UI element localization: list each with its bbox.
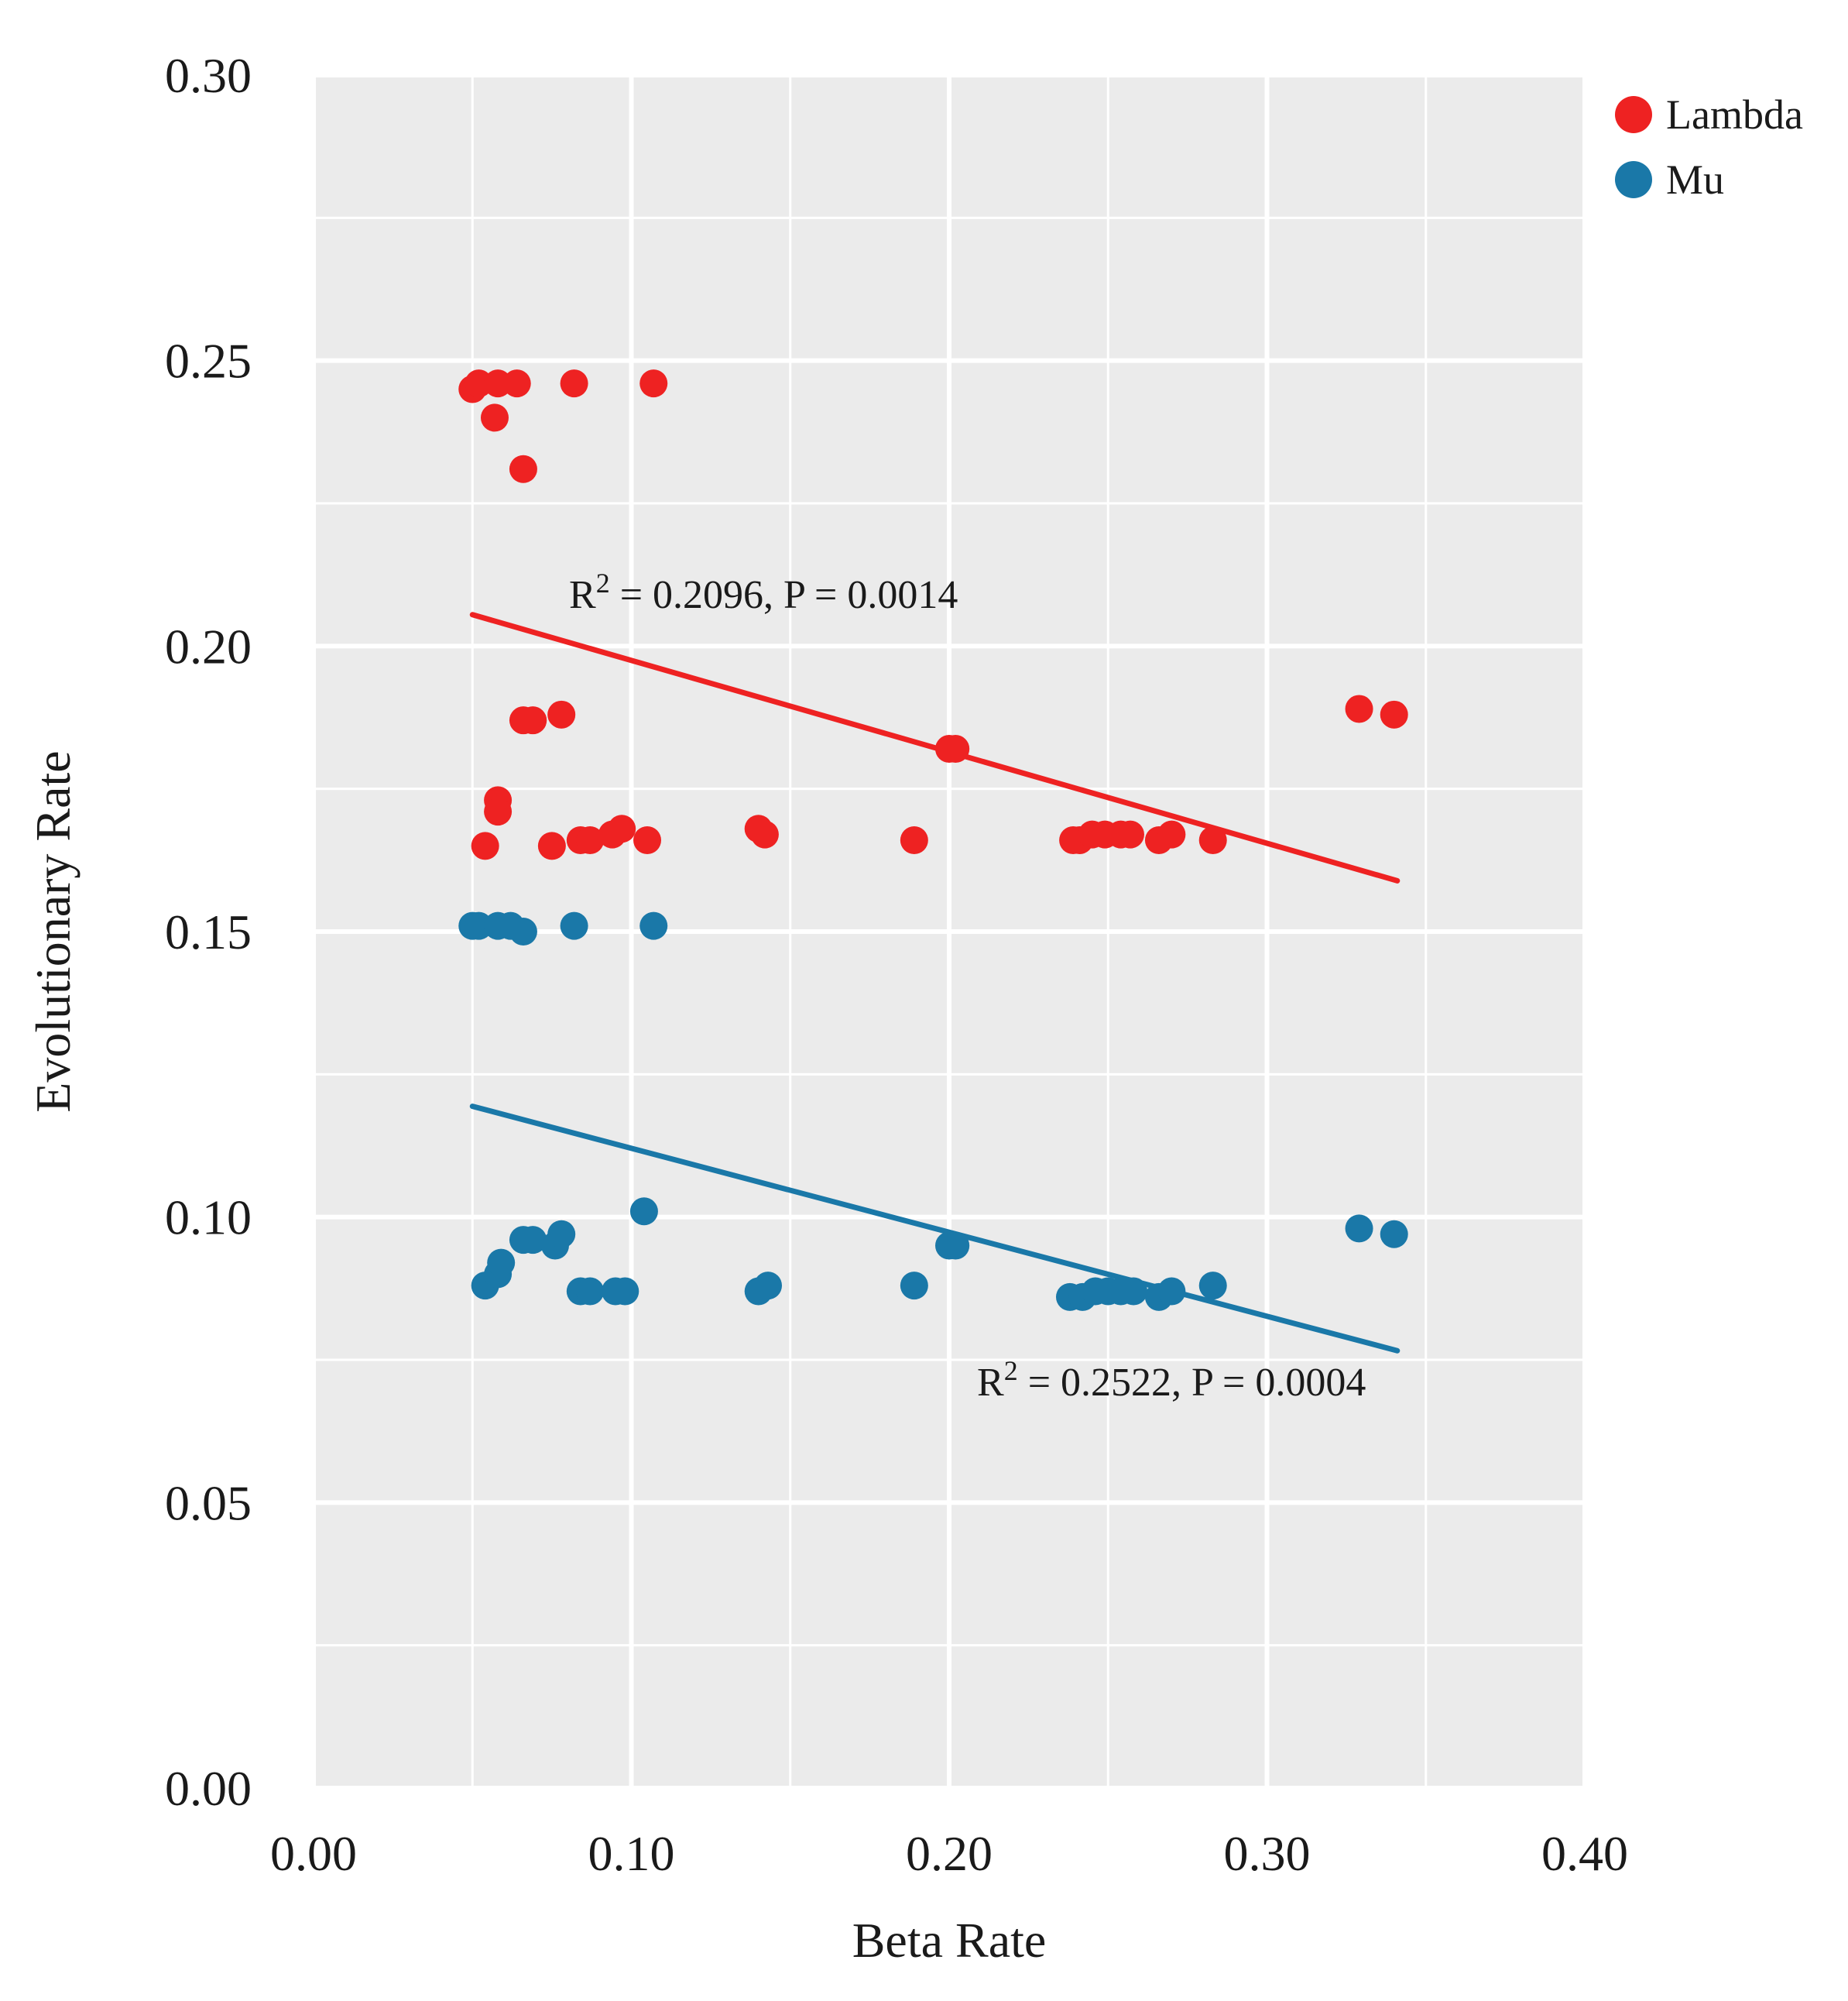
regression-lines: [469, 612, 1401, 1354]
y-tick-label: 0.25: [165, 334, 252, 389]
mu-point: [576, 1277, 605, 1306]
mu-point: [1380, 1220, 1408, 1248]
x-axis-title: Beta Rate: [852, 1913, 1047, 1968]
mu-point: [639, 911, 668, 940]
legend-label-lambda: Lambda: [1666, 91, 1803, 138]
y-tick-label: 0.20: [165, 619, 252, 674]
mu-point: [519, 1226, 547, 1254]
legend-label-mu: Mu: [1666, 156, 1724, 203]
lambda-point: [484, 369, 513, 398]
mu-point: [465, 911, 493, 940]
mu-point: [560, 911, 588, 940]
y-tick-label: 0.10: [165, 1190, 252, 1245]
regression-labels: R2 = 0.2096, P = 0.0014 R2 = 0.2522, P =…: [569, 568, 1366, 1405]
mu-regression-label: R2 = 0.2522, P = 0.0004: [977, 1355, 1366, 1405]
major-gridlines: [311, 73, 1587, 1790]
mu-point: [1198, 1272, 1227, 1300]
lambda-point: [509, 455, 537, 483]
y-tick-label: 0.15: [165, 904, 252, 959]
mu-point: [1157, 1277, 1186, 1306]
x-tick-label: 0.20: [906, 1826, 993, 1881]
legend-marker-mu: [1615, 161, 1652, 198]
y-axis-title: Evolutionary Rate: [26, 750, 81, 1112]
mu-point: [1345, 1214, 1373, 1243]
lambda-point: [1157, 820, 1186, 849]
lambda-point: [608, 815, 636, 843]
lambda-point: [750, 820, 779, 849]
lambda-point: [576, 826, 605, 855]
lambda-point: [502, 369, 531, 398]
mu-point: [547, 1220, 576, 1248]
lambda-point: [480, 403, 509, 432]
x-tick-label: 0.40: [1541, 1826, 1628, 1881]
x-tick-label: 0.00: [270, 1826, 357, 1881]
lambda-regression-label: R2 = 0.2096, P = 0.0014: [569, 568, 958, 617]
lambda-point: [633, 826, 662, 855]
mu-point: [629, 1197, 658, 1226]
lambda-point: [1380, 700, 1408, 729]
legend: Lambda Mu: [1615, 91, 1803, 203]
lambda-point: [537, 832, 566, 860]
y-tick-label: 0.30: [165, 48, 252, 103]
lambda-point: [484, 798, 513, 826]
lambda-point: [547, 700, 576, 729]
mu-point: [487, 1248, 516, 1277]
lambda-point: [560, 369, 588, 398]
lambda-point: [1198, 826, 1227, 855]
lambda-point: [471, 832, 499, 860]
lambda-point: [1116, 820, 1144, 849]
mu-point: [754, 1272, 783, 1300]
lambda-point: [941, 735, 970, 764]
mu-point: [900, 1272, 928, 1300]
x-tick-label: 0.10: [588, 1826, 675, 1881]
mu-point: [509, 918, 537, 946]
lambda-regression-line: [469, 612, 1401, 884]
mu-point: [941, 1231, 970, 1260]
y-tick-label: 0.00: [165, 1761, 252, 1816]
x-axis-tick-labels: 0.00 0.10 0.20 0.30 0.40: [270, 1826, 1628, 1881]
mu-regression-line: [469, 1103, 1401, 1354]
y-axis-tick-labels: 0.00 0.05 0.10 0.15 0.20 0.25 0.30: [165, 48, 252, 1816]
lambda-point: [519, 706, 547, 735]
lambda-point: [465, 369, 493, 398]
x-tick-label: 0.30: [1224, 1826, 1311, 1881]
y-tick-label: 0.05: [165, 1475, 252, 1530]
mu-point: [611, 1277, 639, 1306]
legend-marker-lambda: [1615, 96, 1652, 133]
data-points: [458, 369, 1408, 1311]
mu-point: [1119, 1277, 1148, 1306]
lambda-point: [900, 826, 928, 855]
lambda-point: [1345, 695, 1373, 723]
lambda-point: [639, 369, 668, 398]
